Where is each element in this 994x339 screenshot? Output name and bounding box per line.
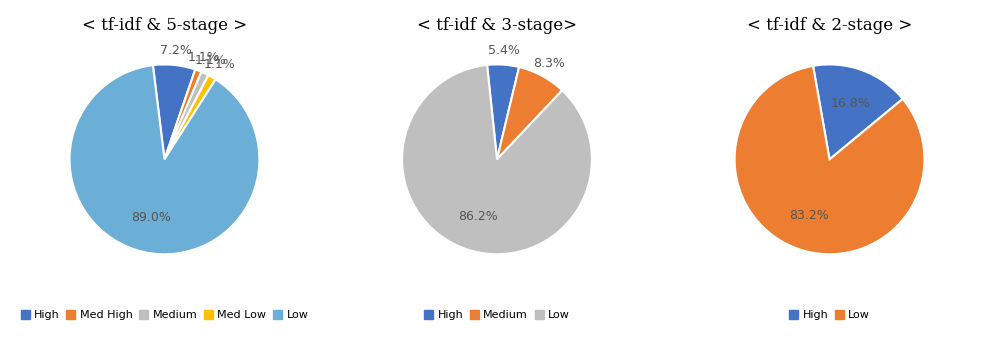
Text: 86.2%: 86.2% [458, 210, 498, 223]
Text: 1.1%: 1.1% [204, 58, 235, 72]
Text: 83.2%: 83.2% [789, 209, 829, 222]
Text: 89.0%: 89.0% [131, 212, 171, 224]
Legend: High, Medium, Low: High, Medium, Low [419, 306, 575, 325]
Text: 8.3%: 8.3% [533, 57, 565, 70]
Wedge shape [813, 64, 903, 159]
Wedge shape [735, 66, 924, 254]
Wedge shape [164, 75, 216, 159]
Wedge shape [70, 65, 259, 254]
Wedge shape [164, 69, 202, 159]
Title: < tf-idf & 5-stage >: < tf-idf & 5-stage > [82, 17, 248, 34]
Wedge shape [164, 72, 209, 159]
Legend: High, Low: High, Low [784, 306, 875, 325]
Legend: High, Med High, Medium, Med Low, Low: High, Med High, Medium, Med Low, Low [16, 306, 313, 325]
Wedge shape [403, 65, 591, 254]
Wedge shape [497, 67, 563, 159]
Text: 7.2%: 7.2% [160, 44, 192, 57]
Text: 16.8%: 16.8% [830, 97, 870, 109]
Title: < tf-idf & 2-stage >: < tf-idf & 2-stage > [746, 17, 912, 34]
Text: 1.1%: 1.1% [188, 51, 220, 64]
Title: < tf-idf & 3-stage>: < tf-idf & 3-stage> [416, 17, 578, 34]
Wedge shape [153, 64, 195, 159]
Text: 1.1%: 1.1% [195, 54, 227, 67]
Wedge shape [487, 64, 519, 159]
Text: 5.4%: 5.4% [488, 44, 520, 57]
